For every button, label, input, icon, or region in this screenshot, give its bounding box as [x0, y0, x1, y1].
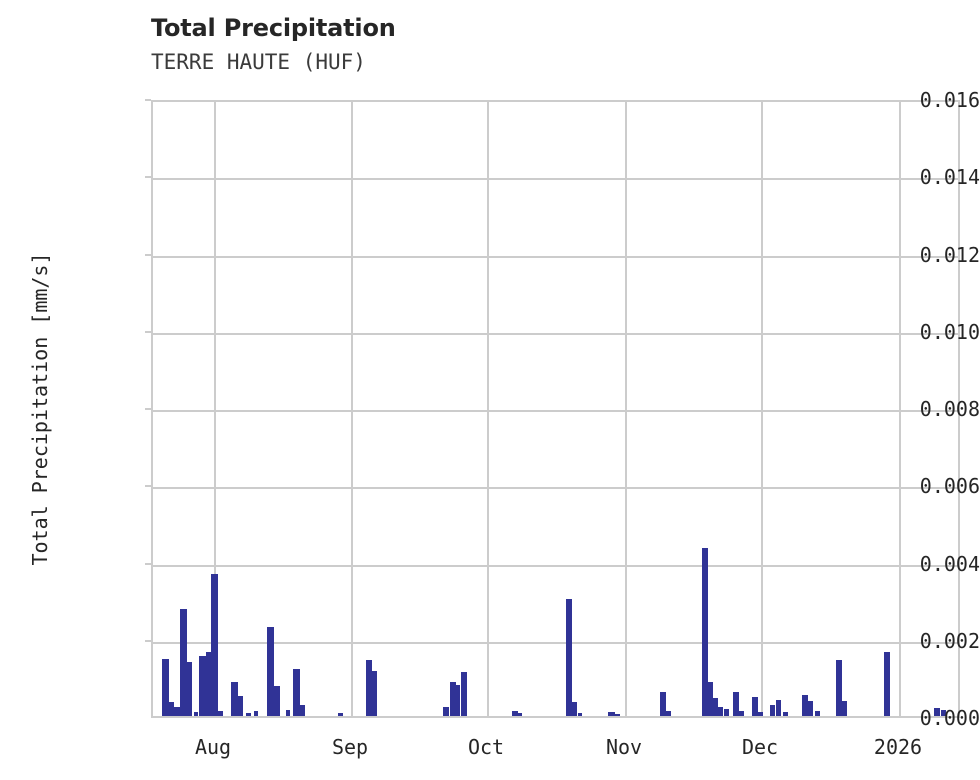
- y-tick-mark: [145, 176, 151, 179]
- x-tick-label: Aug: [194, 735, 232, 759]
- bar-series-total-precipitation: [153, 102, 958, 716]
- bar: [461, 671, 467, 716]
- bar: [174, 706, 180, 716]
- bar: [808, 700, 813, 716]
- bar: [783, 712, 788, 716]
- y-tick-label: 0.014: [919, 165, 980, 190]
- bar: [739, 710, 744, 716]
- gridline-vertical: [625, 102, 627, 716]
- gridline-horizontal: [153, 487, 958, 490]
- bar: [512, 710, 518, 716]
- bar: [254, 710, 258, 716]
- gridline-vertical: [351, 102, 353, 716]
- x-tick-label: Sep: [331, 735, 369, 759]
- bar: [802, 695, 808, 716]
- x-tick-label: Dec: [741, 735, 779, 759]
- bar: [267, 626, 274, 716]
- gridline-horizontal: [153, 410, 958, 412]
- y-tick-mark: [145, 562, 151, 565]
- bar: [776, 700, 781, 716]
- bar: [169, 702, 174, 716]
- bar: [338, 712, 343, 716]
- bar: [836, 660, 842, 716]
- bar: [300, 705, 305, 716]
- y-tick-label: 0.004: [919, 551, 980, 576]
- gridline-horizontal: [153, 332, 958, 335]
- chart-subtitle: TERRE HAUTE (HUF): [151, 50, 366, 74]
- bar: [286, 709, 290, 716]
- bar: [572, 701, 577, 716]
- bar: [934, 707, 940, 716]
- bar: [238, 696, 243, 716]
- y-tick-label: 0.000: [919, 706, 980, 730]
- bar: [884, 652, 890, 716]
- y-tick-mark: [145, 253, 151, 256]
- bar: [615, 713, 620, 716]
- bar: [246, 713, 251, 716]
- bar: [366, 660, 372, 716]
- y-tick-label: 0.008: [919, 397, 980, 421]
- bar: [455, 684, 460, 716]
- gridline-vertical: [214, 102, 216, 716]
- bar: [372, 670, 377, 716]
- bar: [274, 686, 280, 716]
- bar: [666, 710, 671, 716]
- bar: [702, 547, 708, 716]
- bar: [199, 655, 206, 716]
- bar: [206, 652, 211, 716]
- y-tick-label: 0.006: [919, 474, 980, 499]
- bar: [293, 668, 300, 716]
- bar: [450, 681, 456, 716]
- gridline-vertical: [899, 102, 901, 716]
- gridline-vertical: [761, 102, 763, 716]
- bar: [752, 697, 758, 716]
- bar: [187, 662, 192, 716]
- plot-area: [151, 100, 960, 718]
- bar: [211, 573, 218, 716]
- bar: [941, 710, 946, 716]
- gridline-vertical: [487, 102, 489, 716]
- bar: [608, 711, 615, 716]
- bar: [194, 711, 198, 716]
- bar: [517, 713, 522, 716]
- bar: [718, 706, 723, 716]
- gridline-horizontal: [153, 178, 958, 181]
- x-tick-label: Oct: [467, 735, 505, 759]
- gridline-horizontal: [153, 641, 958, 644]
- bar: [443, 706, 449, 716]
- chart-title: Total Precipitation: [151, 14, 396, 42]
- y-tick-mark: [145, 99, 151, 101]
- gridline-horizontal: [153, 255, 958, 258]
- bar: [218, 711, 223, 716]
- y-tick-label: 0.016: [919, 88, 980, 112]
- bar: [724, 708, 729, 716]
- bar: [758, 711, 763, 716]
- y-tick-label: 0.002: [919, 628, 980, 653]
- bar: [566, 598, 572, 716]
- x-tick-label: Nov: [605, 735, 643, 759]
- y-tick-mark: [145, 330, 151, 333]
- bar: [708, 682, 713, 716]
- bar: [231, 681, 238, 716]
- bar: [842, 700, 847, 716]
- y-tick-mark: [145, 408, 151, 410]
- bar: [770, 704, 775, 716]
- bar: [660, 691, 666, 716]
- y-tick-label: 0.010: [919, 319, 980, 344]
- gridline-horizontal: [153, 564, 958, 567]
- bar: [162, 659, 169, 716]
- y-tick-mark: [145, 639, 151, 642]
- bar: [815, 710, 820, 716]
- y-tick-label: 0.012: [919, 242, 980, 267]
- bar: [180, 608, 187, 716]
- x-tick-label: 2026: [873, 735, 923, 759]
- y-tick-mark: [145, 485, 151, 488]
- bar: [733, 692, 739, 716]
- y-axis-label: Total Precipitation [mm/s]: [28, 252, 52, 566]
- bar: [713, 698, 718, 716]
- bar: [578, 712, 582, 716]
